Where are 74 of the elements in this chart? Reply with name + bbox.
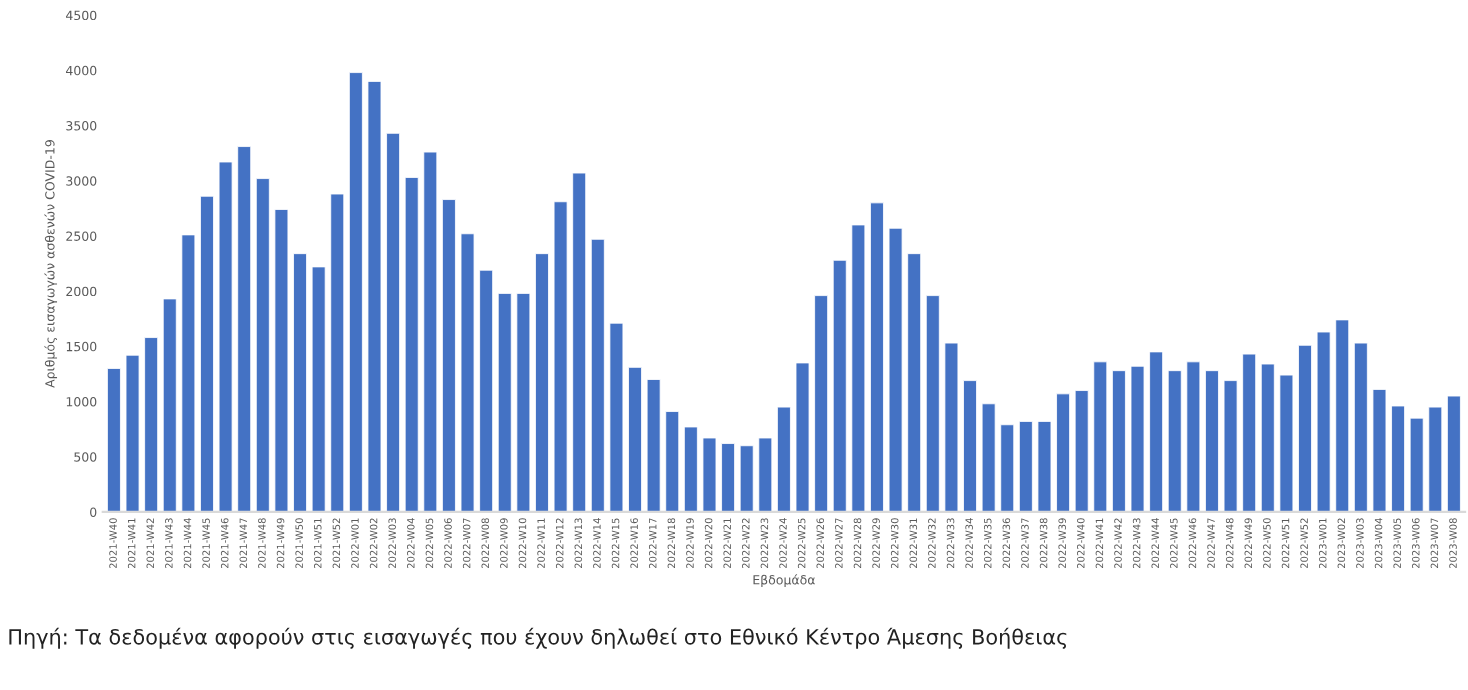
bar [1149,351,1164,512]
bar [460,233,475,512]
bar [1186,361,1201,512]
bar [1298,344,1312,512]
bar [702,437,717,512]
bar [479,269,494,512]
bar [311,266,326,512]
bar [758,437,773,512]
bar [367,81,382,512]
bar [1242,353,1257,512]
bar [125,354,140,512]
text: Πηγή: Τα δεδομένα αφορούν στις εισαγωγές που έχουν δηλωθεί στο Εθνικό Κέντρο Άμεσης Βοήθειας [9,627,1067,649]
bar [1446,395,1461,512]
bar [1074,390,1089,512]
bar [1093,361,1108,512]
bar [1353,342,1368,512]
bar [535,253,549,512]
bar [963,380,977,512]
bar [516,292,531,512]
bar [386,132,401,512]
bar [646,379,661,512]
bar [739,445,754,512]
bar [330,193,345,512]
bar [572,172,587,512]
bar [441,199,456,512]
bar [181,234,196,512]
bar [404,177,419,512]
bar [106,368,121,512]
bar [200,195,214,512]
bar [1056,393,1071,512]
bar [1428,406,1443,512]
bar [1000,424,1015,512]
bar [907,253,922,512]
bar [1279,374,1294,512]
bar [348,72,363,512]
bar [590,238,605,512]
bar [851,224,866,512]
bar [1391,405,1405,512]
bar [553,201,568,512]
bar [1018,421,1033,512]
bar [683,426,698,512]
bar [981,403,996,512]
bar [144,337,159,512]
bar [1409,417,1424,512]
bar [1205,370,1219,512]
bar [1130,365,1145,512]
bar [497,292,512,512]
bar [1111,370,1126,512]
bar [237,146,252,512]
bar [1316,331,1331,512]
bar [832,259,847,512]
bar [255,178,270,512]
bar [721,443,736,512]
bar [162,298,177,512]
bar [293,253,307,512]
bar [1335,319,1350,512]
bar [925,295,940,512]
bar [888,227,903,512]
bar [423,151,438,512]
bar [218,161,233,512]
bar [665,411,680,512]
bar [776,406,791,512]
bar [1037,421,1052,512]
bar [814,295,829,512]
bar [1167,370,1182,512]
bar [609,322,624,512]
bar [944,342,959,512]
bar [1372,389,1387,512]
bar [1223,380,1238,512]
bar [628,366,642,512]
bar [870,202,884,512]
bar [274,209,289,512]
bar [795,362,810,512]
bar [1260,363,1275,512]
